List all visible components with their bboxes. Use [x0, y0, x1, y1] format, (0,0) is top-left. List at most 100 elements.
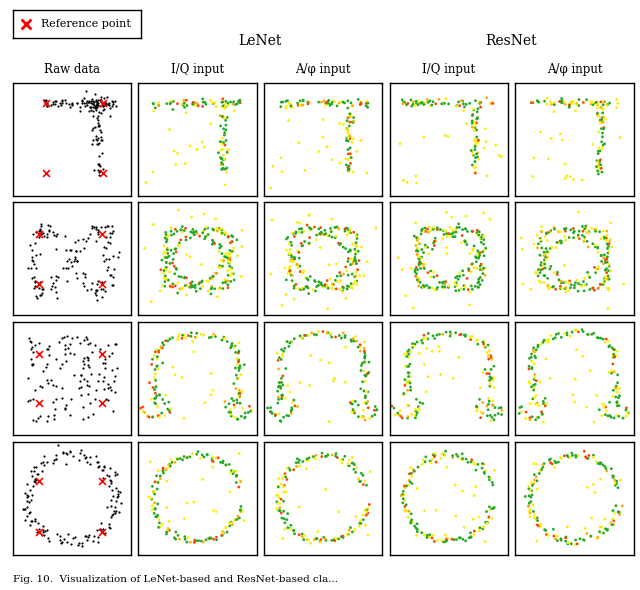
- Point: [287, 241, 297, 250]
- Point: [595, 459, 605, 468]
- Point: [292, 402, 303, 411]
- Point: [402, 378, 412, 387]
- Point: [163, 464, 173, 473]
- Point: [164, 398, 174, 407]
- Point: [288, 229, 298, 238]
- Point: [164, 517, 174, 526]
- Point: [29, 517, 40, 526]
- Point: [38, 525, 49, 535]
- Point: [148, 99, 158, 108]
- Point: [108, 227, 118, 236]
- Point: [465, 300, 475, 310]
- Point: [412, 233, 422, 242]
- Point: [159, 399, 170, 408]
- Point: [602, 274, 612, 284]
- Point: [227, 247, 237, 256]
- Point: [564, 101, 575, 110]
- Point: [595, 405, 605, 414]
- Point: [536, 278, 546, 287]
- Point: [589, 417, 599, 427]
- Point: [486, 365, 496, 374]
- Point: [35, 250, 45, 259]
- Point: [92, 458, 102, 467]
- Point: [84, 97, 94, 107]
- Point: [175, 235, 186, 245]
- Point: [410, 218, 420, 228]
- Point: [100, 355, 111, 364]
- Point: [350, 250, 360, 259]
- Point: [216, 121, 226, 130]
- Point: [42, 101, 52, 110]
- Point: [602, 526, 612, 535]
- Point: [230, 342, 240, 351]
- Point: [292, 260, 302, 269]
- Point: [401, 291, 411, 300]
- Point: [332, 222, 342, 232]
- Point: [331, 231, 341, 241]
- Point: [150, 399, 161, 408]
- Point: [193, 536, 204, 545]
- Point: [530, 379, 540, 389]
- Point: [600, 266, 611, 275]
- Point: [605, 218, 616, 228]
- Point: [442, 229, 452, 238]
- Point: [104, 101, 115, 110]
- Point: [36, 290, 46, 300]
- Point: [467, 119, 477, 128]
- Point: [556, 536, 566, 545]
- Point: [399, 390, 409, 399]
- Point: [594, 166, 604, 175]
- Point: [49, 455, 60, 464]
- Point: [541, 244, 551, 253]
- Point: [33, 470, 44, 479]
- Point: [157, 358, 168, 368]
- Point: [604, 336, 614, 346]
- Point: [568, 228, 579, 237]
- Point: [187, 277, 197, 287]
- Point: [605, 236, 615, 245]
- Point: [596, 124, 607, 133]
- Point: [225, 253, 235, 263]
- Point: [406, 468, 417, 478]
- Point: [78, 356, 88, 366]
- Point: [73, 540, 83, 550]
- Point: [420, 506, 430, 516]
- Point: [60, 404, 70, 413]
- Point: [50, 405, 60, 414]
- Point: [44, 227, 54, 236]
- Point: [190, 101, 200, 110]
- Point: [72, 99, 82, 108]
- Point: [209, 535, 219, 544]
- Point: [228, 100, 238, 109]
- Point: [339, 120, 349, 129]
- Point: [452, 452, 463, 461]
- Point: [344, 165, 354, 175]
- Point: [473, 104, 483, 113]
- Point: [221, 522, 231, 532]
- Point: [77, 96, 87, 106]
- Point: [159, 281, 170, 291]
- Point: [417, 283, 427, 292]
- Point: [460, 282, 470, 291]
- Point: [78, 402, 88, 412]
- Point: [330, 535, 340, 545]
- Point: [42, 345, 52, 354]
- Point: [23, 396, 33, 406]
- Point: [107, 365, 117, 375]
- Point: [395, 406, 405, 415]
- Point: [609, 367, 620, 376]
- Point: [540, 251, 550, 260]
- Point: [458, 486, 468, 496]
- Point: [205, 274, 215, 283]
- Point: [324, 417, 334, 427]
- Point: [99, 463, 109, 472]
- Point: [275, 416, 285, 425]
- Point: [81, 236, 92, 245]
- Point: [207, 463, 218, 472]
- Point: [600, 402, 611, 412]
- Point: [611, 477, 621, 486]
- Point: [20, 504, 31, 513]
- Point: [560, 159, 570, 169]
- Point: [526, 349, 536, 359]
- Point: [600, 258, 611, 267]
